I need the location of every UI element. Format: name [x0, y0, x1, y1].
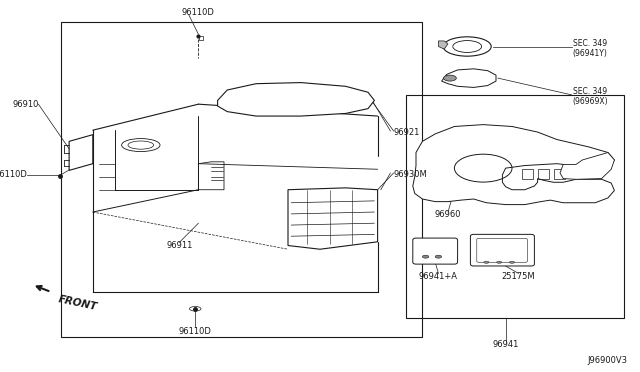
- Text: 25175M: 25175M: [502, 272, 535, 280]
- Text: 96960: 96960: [435, 210, 461, 219]
- Bar: [538, 169, 549, 179]
- Text: 96930M: 96930M: [394, 170, 428, 179]
- Polygon shape: [442, 69, 496, 87]
- Ellipse shape: [484, 261, 489, 263]
- Text: SEC. 349
(96969X): SEC. 349 (96969X): [573, 87, 609, 106]
- Polygon shape: [69, 135, 93, 170]
- Polygon shape: [218, 83, 374, 116]
- Ellipse shape: [509, 261, 515, 263]
- Text: 96110D: 96110D: [0, 170, 27, 179]
- Ellipse shape: [444, 75, 456, 81]
- Bar: [522, 169, 533, 179]
- Polygon shape: [438, 41, 448, 49]
- Text: 96921: 96921: [394, 128, 420, 137]
- Bar: [61, 22, 422, 337]
- FancyBboxPatch shape: [470, 234, 534, 266]
- Text: 96941+A: 96941+A: [419, 272, 458, 280]
- Text: J96900V3: J96900V3: [588, 356, 627, 365]
- Ellipse shape: [422, 255, 429, 258]
- Text: 96911: 96911: [166, 241, 193, 250]
- FancyBboxPatch shape: [413, 238, 458, 264]
- Text: 96910: 96910: [12, 100, 38, 109]
- Ellipse shape: [435, 255, 442, 258]
- Polygon shape: [560, 153, 614, 179]
- Polygon shape: [413, 125, 614, 205]
- Text: 96941: 96941: [492, 340, 519, 349]
- Text: 96110D: 96110D: [182, 8, 215, 17]
- Text: FRONT: FRONT: [58, 294, 99, 312]
- Ellipse shape: [497, 261, 502, 263]
- Text: SEC. 349
(96941Y): SEC. 349 (96941Y): [573, 39, 607, 58]
- Bar: [406, 95, 624, 318]
- Bar: [554, 169, 565, 179]
- Text: 96110D: 96110D: [179, 327, 212, 336]
- Polygon shape: [288, 188, 378, 249]
